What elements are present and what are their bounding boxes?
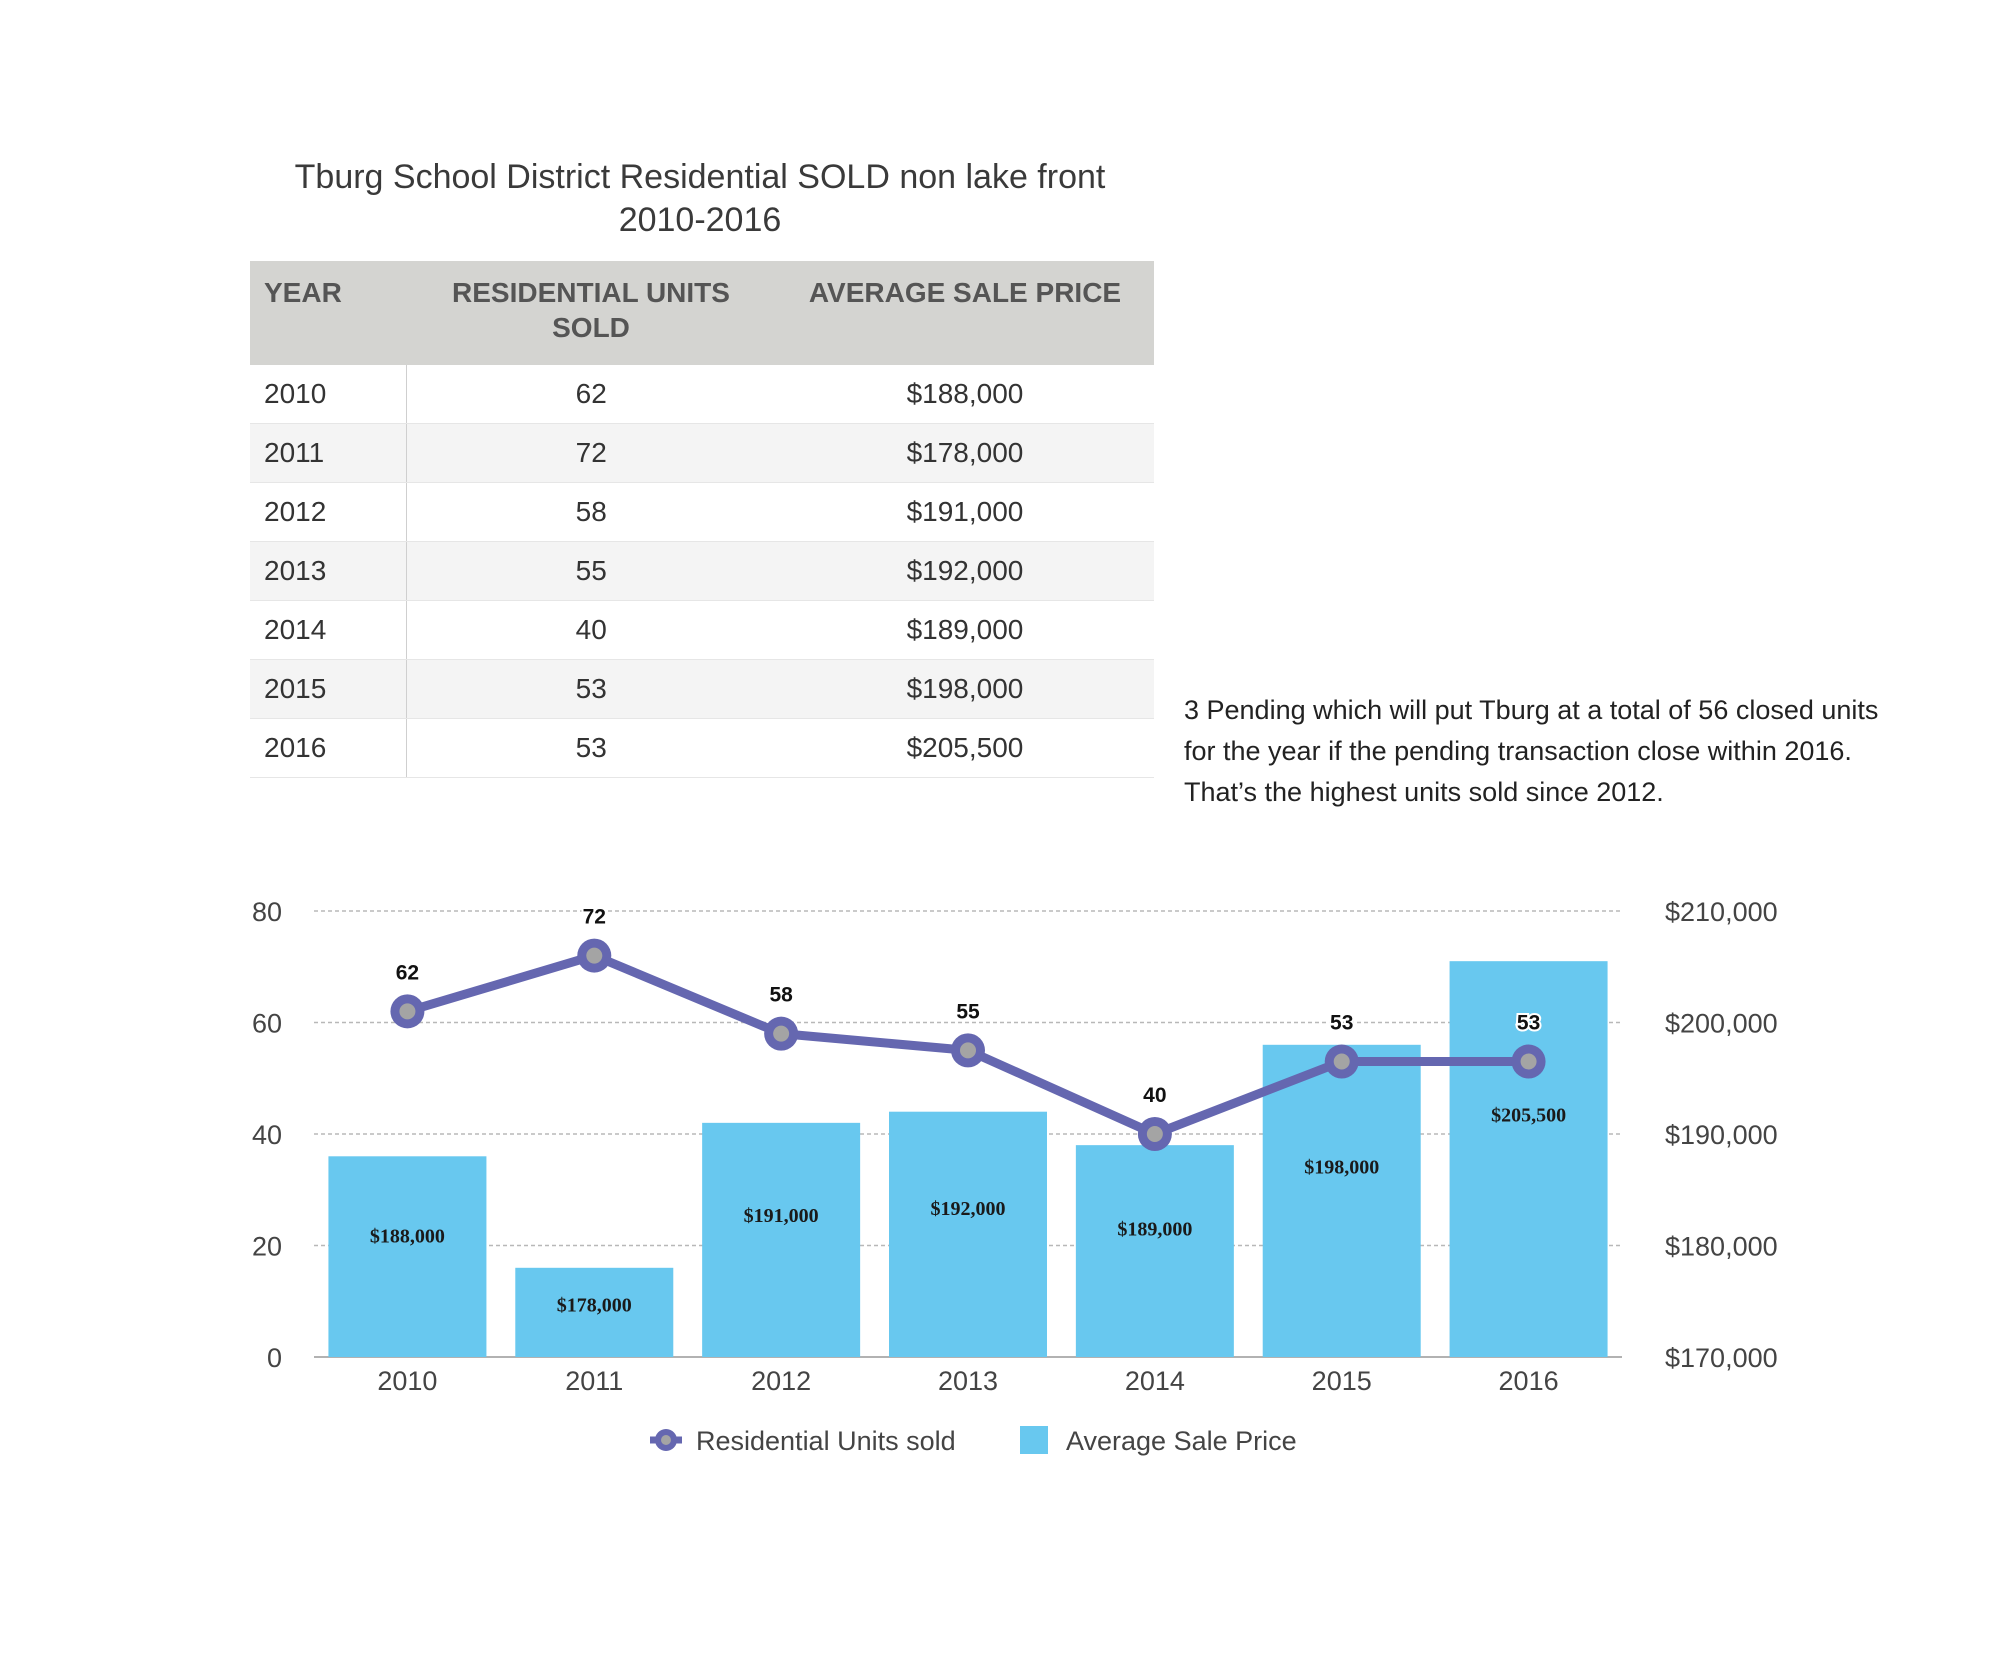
x-tick-label: 2013 xyxy=(938,1366,998,1396)
units-point-center xyxy=(399,1003,416,1020)
x-tick-label: 2011 xyxy=(565,1366,623,1396)
cell-price: $205,500 xyxy=(776,718,1154,778)
y-left-tick-label: 40 xyxy=(252,1120,282,1150)
note-line-2: for the year if the pending transaction … xyxy=(1184,736,1852,766)
table-header-row: YEAR RESIDENTIAL UNITS SOLD AVERAGE SALE… xyxy=(250,261,1154,365)
x-tick-label: 2012 xyxy=(751,1366,811,1396)
table-row: 2014 40 $189,000 xyxy=(250,600,1154,660)
cell-year: 2016 xyxy=(250,718,407,778)
chart-title: Tburg School District Residential SOLD n… xyxy=(250,156,1150,242)
header-year: YEAR xyxy=(250,261,406,365)
units-point-center xyxy=(1146,1126,1163,1142)
units-point-label: 72 xyxy=(583,906,606,929)
cell-price: $188,000 xyxy=(776,365,1154,424)
x-tick-label: 2015 xyxy=(1312,1366,1372,1396)
y-right-tick-label: $170,000 xyxy=(1665,1343,1778,1373)
price-bar-label: $192,000 xyxy=(931,1198,1006,1220)
price-bar xyxy=(1075,1145,1234,1357)
cell-year: 2011 xyxy=(250,423,407,483)
cell-year: 2012 xyxy=(250,482,407,542)
legend-label-units: Residential Units sold xyxy=(696,1426,956,1456)
price-bar-label: $205,500 xyxy=(1491,1105,1566,1127)
y-left-tick-label: 80 xyxy=(252,897,282,927)
y-right-tick-label: $200,000 xyxy=(1665,1009,1778,1039)
units-point-label: 40 xyxy=(1143,1084,1166,1107)
note-line-3: That’s the highest units sold since 2012… xyxy=(1184,777,1664,807)
x-tick-label: 2010 xyxy=(377,1366,437,1396)
y-right-tick-label: $210,000 xyxy=(1665,897,1778,927)
price-bar-label: $198,000 xyxy=(1304,1156,1379,1178)
table-row: 2013 55 $192,000 xyxy=(250,541,1154,601)
cell-price: $192,000 xyxy=(776,541,1154,601)
y-right-tick-label: $190,000 xyxy=(1665,1120,1778,1150)
cell-units: 72 xyxy=(406,423,776,483)
cell-year: 2013 xyxy=(250,541,407,601)
cell-units: 55 xyxy=(406,541,776,601)
legend-label-price: Average Sale Price xyxy=(1066,1426,1297,1456)
cell-price: $178,000 xyxy=(776,423,1154,483)
y-right-tick-label: $180,000 xyxy=(1665,1232,1778,1262)
title-line-1: Tburg School District Residential SOLD n… xyxy=(294,158,1106,196)
table-row: 2016 53 $205,500 xyxy=(250,718,1154,778)
cell-price: $191,000 xyxy=(776,482,1154,542)
cell-price: $189,000 xyxy=(776,600,1154,660)
units-point-label: 55 xyxy=(956,1000,980,1023)
price-bar-label: $178,000 xyxy=(557,1295,632,1317)
note-line-1: 3 Pending which will put Tburg at a tota… xyxy=(1184,695,1879,725)
units-point-label: 53 xyxy=(1330,1012,1353,1035)
price-bar xyxy=(889,1111,1047,1357)
table-row: 2012 58 $191,000 xyxy=(250,482,1154,542)
pending-note: 3 Pending which will put Tburg at a tota… xyxy=(1184,690,1984,813)
units-point-center xyxy=(1520,1053,1537,1070)
units-point-center xyxy=(1333,1053,1350,1070)
cell-year: 2014 xyxy=(250,600,407,660)
table-row: 2015 53 $198,000 xyxy=(250,659,1154,719)
price-bar xyxy=(702,1122,861,1357)
x-tick-label: 2014 xyxy=(1125,1366,1185,1396)
y-left-tick-label: 20 xyxy=(252,1232,282,1262)
units-point-label: 62 xyxy=(396,961,419,984)
table-row: 2011 72 $178,000 xyxy=(250,423,1154,483)
cell-units: 40 xyxy=(406,600,776,660)
header-units: RESIDENTIAL UNITS SOLD xyxy=(406,261,776,365)
table-row: 2010 62 $188,000 xyxy=(250,365,1154,424)
cell-units: 58 xyxy=(406,482,776,542)
y-left-tick-label: 0 xyxy=(267,1343,282,1373)
price-bar xyxy=(515,1267,674,1357)
x-tick-label: 2016 xyxy=(1499,1366,1559,1396)
cell-units: 62 xyxy=(406,365,776,424)
price-bar xyxy=(1449,961,1608,1357)
legend-line-marker-center xyxy=(661,1435,671,1445)
units-point-center xyxy=(773,1025,790,1042)
sales-table: YEAR RESIDENTIAL UNITS SOLD AVERAGE SALE… xyxy=(250,261,1154,778)
price-bar-label: $188,000 xyxy=(370,1226,445,1248)
cell-units: 53 xyxy=(406,659,776,719)
cell-year: 2015 xyxy=(250,659,407,719)
units-point-center xyxy=(586,947,603,964)
units-point-label: 58 xyxy=(769,984,793,1007)
price-bar-label: $191,000 xyxy=(744,1205,819,1227)
title-line-2: 2010-2016 xyxy=(618,201,782,239)
price-bar xyxy=(328,1156,487,1357)
cell-units: 53 xyxy=(406,718,776,778)
price-bar xyxy=(1262,1044,1421,1357)
legend-bar-swatch xyxy=(1020,1426,1048,1454)
units-point-label: 53 xyxy=(1517,1012,1540,1035)
header-price: AVERAGE SALE PRICE xyxy=(776,261,1154,365)
units-point-center xyxy=(960,1042,976,1059)
y-left-tick-label: 60 xyxy=(252,1009,282,1039)
cell-price: $198,000 xyxy=(776,659,1154,719)
price-bar-label: $189,000 xyxy=(1117,1219,1192,1241)
cell-year: 2010 xyxy=(250,365,407,424)
